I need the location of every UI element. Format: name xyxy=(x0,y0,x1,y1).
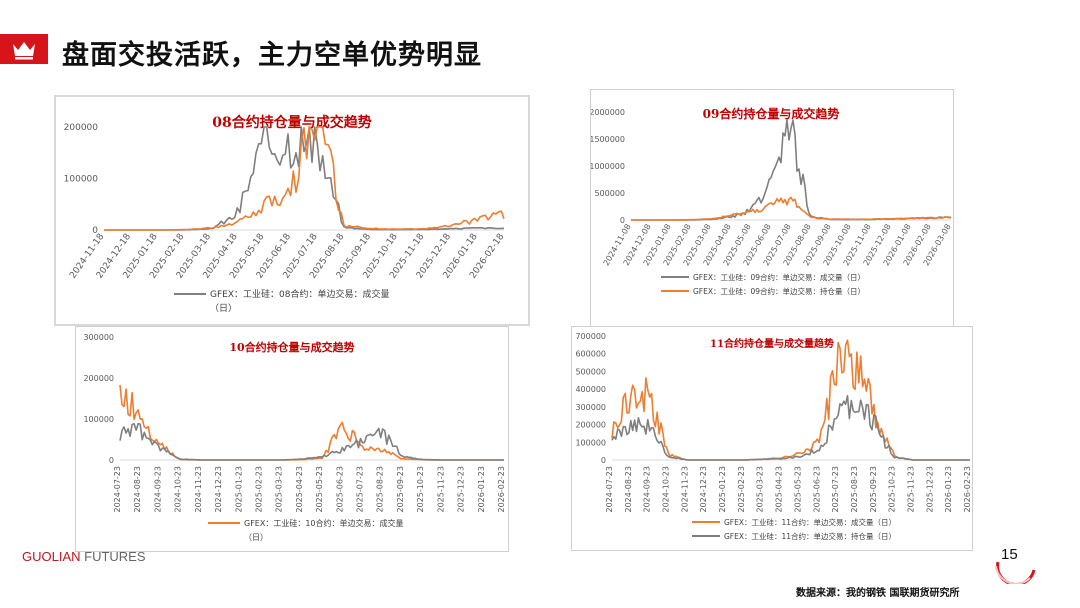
x-tick-label: 2026-02-23 xyxy=(963,466,972,513)
x-tick-label: 2025-03-23 xyxy=(756,466,765,513)
series-line-0 xyxy=(611,339,970,461)
x-tick-label: 2024-07-23 xyxy=(605,466,614,513)
x-tick-label: 2025-08-23 xyxy=(850,466,859,513)
chart-panel-08: 08合约持仓量与成交趋势 0 100000 200000 2024-11-18 2024-… xyxy=(54,95,530,326)
chart-title: 08合约持仓量与成交趋势 xyxy=(212,114,371,131)
data-source: 数据来源：我的钢铁 国联期货研究所 xyxy=(796,588,960,599)
x-tick-label: 2025-01-23 xyxy=(234,466,243,513)
y-tick-label: 0 xyxy=(620,216,625,225)
crown-icon xyxy=(13,42,35,60)
series-line-0 xyxy=(119,384,504,461)
x-tick-label: 2025-03-23 xyxy=(275,466,284,513)
y-tick-label: 500000 xyxy=(594,189,625,198)
x-tick-label: 2026-02-23 xyxy=(497,466,506,513)
y-tick-label: 400000 xyxy=(575,385,606,394)
x-tick-label: 2025-09-23 xyxy=(396,466,405,513)
x-tick-label: 2025-07-23 xyxy=(356,466,365,513)
x-tick-label: 2025-04-23 xyxy=(295,466,304,513)
x-tick-label: 2026-01-23 xyxy=(944,466,953,513)
y-tick-label: 100000 xyxy=(64,175,99,185)
page-number: 15 xyxy=(1001,546,1018,563)
series-line-1 xyxy=(104,126,505,231)
legend-label-unit: （日） xyxy=(244,533,268,542)
x-tick-label: 2025-08-23 xyxy=(376,466,385,513)
legend-label: GFEX：工业硅：09合约：单边交易：持仓量（日） xyxy=(693,286,865,296)
y-tick-label: 300000 xyxy=(83,333,114,342)
y-tick-label: 100000 xyxy=(575,438,606,447)
x-tick-label: 2024-12-23 xyxy=(214,466,223,513)
series-line-1 xyxy=(119,422,504,461)
series-line-0 xyxy=(104,126,505,231)
x-tick-label: 2024-08-23 xyxy=(624,466,633,513)
y-tick-label: 300000 xyxy=(575,403,606,412)
y-tick-label: 1000000 xyxy=(591,162,625,171)
x-tick-label: 2025-10-23 xyxy=(888,466,897,513)
chart-title: 10合约持仓量与成交趋势 xyxy=(229,340,354,354)
x-tick-label: 2025-10-23 xyxy=(416,466,425,513)
x-tick-label: 2025-02-23 xyxy=(737,466,746,513)
legend-label: GFEX：工业硅：09合约：单边交易：成交量（日） xyxy=(693,272,865,282)
series-line-1 xyxy=(611,395,970,461)
chart-panel-10: 10合约持仓量与成交趋势 0 100000 200000 300000 2024-07-2… xyxy=(75,326,509,552)
chart-title: 11合约持仓量与成交量趋势 xyxy=(710,337,834,350)
x-tick-label: 2024-08-23 xyxy=(133,466,142,513)
series-line-0 xyxy=(631,118,952,221)
x-tick-label: 2025-05-23 xyxy=(315,466,324,513)
chart-title: 09合约持仓量与成交趋势 xyxy=(703,106,840,121)
x-tick-label: 2025-12-23 xyxy=(457,466,466,513)
y-tick-label: 200000 xyxy=(575,421,606,430)
x-tick-label: 2024-09-23 xyxy=(153,466,162,513)
y-tick-label: 0 xyxy=(109,456,114,465)
chart-svg-3: 11合约持仓量与成交量趋势 0 100000 200000 300000 400000 50… xyxy=(575,332,972,541)
x-tick-label: 2025-09-23 xyxy=(869,466,878,513)
x-tick-label: 2025-02-23 xyxy=(254,466,263,513)
y-tick-label: 1500000 xyxy=(591,135,625,144)
page-number-badge xyxy=(995,561,1036,584)
x-tick-label: 2025-07-23 xyxy=(831,466,840,513)
y-tick-label: 100000 xyxy=(83,415,114,424)
x-tick-label: 2024-12-23 xyxy=(699,466,708,513)
legend-label: GFEX：工业硅：10合约：单边交易：成交量 xyxy=(244,518,404,528)
y-tick-label: 2000000 xyxy=(591,108,625,117)
x-tick-label: 2026-01-23 xyxy=(477,466,486,513)
chart-svg-1: 09合约持仓量与成交趋势 0 500000 1000000 1500000 2000000… xyxy=(591,106,953,296)
series-line-1 xyxy=(631,196,952,221)
y-tick-label: 500000 xyxy=(575,367,606,376)
x-tick-label: 2025-04-23 xyxy=(775,466,784,513)
legend-label-unit: （日） xyxy=(210,303,237,314)
x-tick-label: 2024-11-23 xyxy=(680,466,689,513)
y-tick-label: 200000 xyxy=(64,123,99,133)
y-tick-label: 0 xyxy=(601,456,606,465)
x-tick-label: 2024-07-23 xyxy=(113,466,122,513)
chart-panel-09: 09合约持仓量与成交趋势 0 500000 1000000 1500000 2000000… xyxy=(590,89,954,327)
chart-svg-2: 10合约持仓量与成交趋势 0 100000 200000 300000 2024-07-2… xyxy=(83,333,506,542)
x-tick-label: 2025-06-23 xyxy=(812,466,821,513)
legend-label: GFEX：工业硅：08合约：单边交易：成交量 xyxy=(210,288,389,300)
chart-svg-0: 08合约持仓量与成交趋势01000002000002024-11-182024-… xyxy=(64,114,507,314)
legend-label: GFEX：工业硅：11合约：单边交易：持仓量（日） xyxy=(724,531,896,541)
page-title: 盘面交投活跃，主力空单优势明显 xyxy=(62,40,482,71)
y-tick-label: 200000 xyxy=(83,374,114,383)
x-tick-label: 2024-10-23 xyxy=(662,466,671,513)
y-tick-label: 600000 xyxy=(575,350,606,359)
x-tick-label: 2025-12-23 xyxy=(925,466,934,513)
x-tick-label: 2025-01-23 xyxy=(718,466,727,513)
x-tick-label: 2024-11-23 xyxy=(194,466,203,513)
x-tick-label: 2025-11-23 xyxy=(906,466,915,513)
brand-logo: GUOLIAN FUTURES xyxy=(22,549,146,564)
chart-panel-11: 11合约持仓量与成交量趋势 0 100000 200000 300000 400000 50… xyxy=(571,326,973,551)
x-tick-label: 2025-11-23 xyxy=(436,466,445,513)
legend-label: GFEX：工业硅：11合约：单边交易：成交量（日） xyxy=(724,517,896,527)
x-tick-label: 2025-05-23 xyxy=(793,466,802,513)
x-tick-label: 2025-06-23 xyxy=(335,466,344,513)
y-tick-label: 0 xyxy=(92,226,98,236)
x-tick-label: 2024-10-23 xyxy=(174,466,183,513)
x-tick-label: 2024-09-23 xyxy=(643,466,652,513)
y-tick-label: 700000 xyxy=(575,332,606,341)
